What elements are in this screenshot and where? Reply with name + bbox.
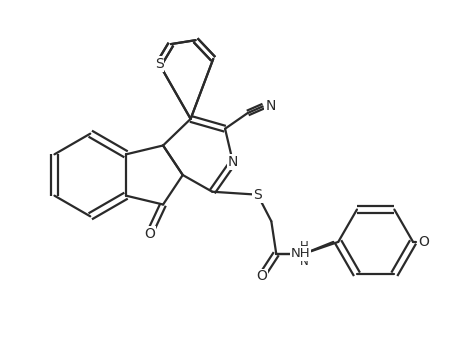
- Text: NH: NH: [291, 247, 311, 260]
- Text: N: N: [265, 99, 275, 113]
- Text: O: O: [144, 227, 155, 241]
- Text: N: N: [228, 155, 238, 169]
- Text: S: S: [155, 57, 163, 71]
- Text: O: O: [256, 270, 267, 284]
- Text: O: O: [419, 235, 429, 249]
- Text: S: S: [253, 188, 262, 202]
- Text: H
N: H N: [299, 240, 308, 268]
